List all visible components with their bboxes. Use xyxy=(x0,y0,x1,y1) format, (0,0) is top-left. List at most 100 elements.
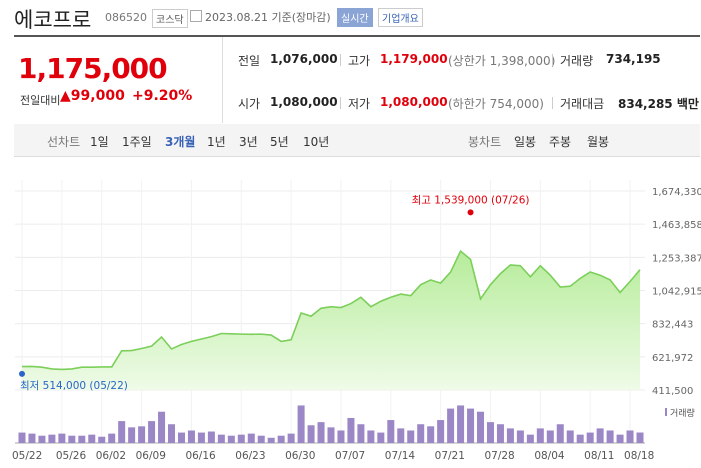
volume-bar xyxy=(576,434,584,443)
volume-bar xyxy=(237,434,245,443)
x-tick-label: 06/16 xyxy=(185,450,216,462)
stat-label: 거래량 xyxy=(560,54,594,68)
volume-bar xyxy=(337,430,345,443)
x-tick-label: 05/26 xyxy=(56,450,87,462)
stat-label: 거래대금 xyxy=(560,97,605,111)
tab[interactable]: 1년 xyxy=(207,135,226,149)
area xyxy=(22,251,640,390)
tab[interactable]: 3개월 xyxy=(165,135,196,149)
high-marker xyxy=(467,209,474,216)
stat-divider xyxy=(340,97,341,109)
stat-divider xyxy=(552,54,553,66)
stat-value: 1,179,000 xyxy=(380,52,448,66)
calendar-icon xyxy=(190,10,202,22)
x-tick-label: 08/04 xyxy=(534,450,565,462)
volume-bar xyxy=(526,434,534,443)
volume-bar xyxy=(148,421,156,443)
tab[interactable]: 월봉 xyxy=(587,135,610,149)
volume-bar xyxy=(397,428,405,443)
stat-divider xyxy=(340,54,341,66)
tab[interactable]: 주봉 xyxy=(549,135,572,149)
volume-bar xyxy=(636,432,644,443)
divider xyxy=(222,37,223,123)
x-tick-label: 07/14 xyxy=(385,450,416,462)
tab[interactable]: 1일 xyxy=(90,135,109,149)
volume-bar xyxy=(377,432,385,443)
x-tick-label: 07/28 xyxy=(484,450,514,462)
price: 1,175,000 xyxy=(18,52,168,85)
tab[interactable]: 일봉 xyxy=(514,135,537,149)
volume-bar xyxy=(118,421,126,443)
low-marker xyxy=(19,370,25,377)
tab[interactable]: 3년 xyxy=(239,135,258,149)
volume-bar xyxy=(277,435,285,443)
volume-bar xyxy=(586,432,594,443)
tab[interactable]: 5년 xyxy=(270,135,289,149)
stat-value: 1,080,000 xyxy=(380,95,448,109)
volume-legend: 거래량 xyxy=(670,407,695,419)
tab-bar xyxy=(14,124,700,157)
volume-bar xyxy=(287,433,295,443)
stat-label: 고가 xyxy=(348,54,371,68)
volume-bar xyxy=(437,420,445,443)
volume-bar xyxy=(247,433,255,443)
volume-bar xyxy=(257,435,265,443)
volume-bar xyxy=(546,430,554,443)
volume-bar xyxy=(427,426,435,443)
tab[interactable]: 10년 xyxy=(303,135,330,149)
tab-group-label: 봉차트 xyxy=(468,135,502,149)
volume-bar xyxy=(297,405,305,443)
volume-bar xyxy=(197,432,205,443)
stat-value: 1,076,000 xyxy=(270,52,338,66)
volume-bar xyxy=(187,430,195,443)
volume-bar xyxy=(556,424,564,443)
volume-bar xyxy=(596,428,604,443)
volume-bar xyxy=(267,437,275,443)
stat-extra: (하한가 754,000) xyxy=(448,97,544,111)
tab-group-label: 선차트 xyxy=(47,135,81,149)
volume-bar xyxy=(177,432,185,443)
volume-bar xyxy=(108,433,116,443)
tab[interactable]: 1주일 xyxy=(122,135,152,149)
volume-bar xyxy=(78,435,86,443)
volume-bar xyxy=(138,426,146,443)
volume-bar xyxy=(367,430,375,443)
volume-bar xyxy=(626,430,634,443)
stat-value: 734,195 xyxy=(606,52,661,66)
y-tick-label: 621,972 xyxy=(652,353,693,364)
change-rate: +9.20% xyxy=(132,88,193,104)
x-tick-label: 07/21 xyxy=(435,450,465,462)
volume-bar xyxy=(88,434,96,443)
volume-bar xyxy=(48,434,56,443)
market-badge: 코스닥 xyxy=(152,9,188,28)
low-label: 최저 514,000 (05/22) xyxy=(20,380,128,392)
volume-bar xyxy=(327,427,335,443)
volume-bar xyxy=(217,434,225,443)
volume-bar xyxy=(606,430,614,443)
y-tick-label: 1,042,915 xyxy=(652,287,701,298)
x-tick-label: 05/22 xyxy=(12,450,42,462)
volume-bar xyxy=(347,417,355,443)
volume-bar xyxy=(168,424,176,443)
volume-bar xyxy=(68,435,76,443)
volume-bar xyxy=(506,428,514,443)
volume-bar xyxy=(387,420,395,443)
x-tick-label: 06/23 xyxy=(235,450,265,462)
high-label: 최고 1,539,000 (07/26) xyxy=(412,194,530,206)
y-tick-label: 1,674,330 xyxy=(652,187,701,198)
x-tick-label: 08/11 xyxy=(584,450,614,462)
date: 2023.08.21 기준(장마감) xyxy=(205,11,331,24)
volume-bar xyxy=(616,434,624,443)
volume-bar xyxy=(417,424,425,443)
realtime-button[interactable]: 실시간 xyxy=(337,8,373,27)
volume-legend-swatch xyxy=(665,408,667,416)
volume-bar xyxy=(58,433,66,443)
volume-bar xyxy=(407,430,415,443)
overview-button[interactable]: 기업개요 xyxy=(378,8,423,27)
volume-bar xyxy=(467,408,475,443)
volume-bar xyxy=(447,408,455,443)
volume-bar xyxy=(307,425,315,443)
change-value: 99,000 xyxy=(70,88,125,104)
chart: 411,500 621,972 832,443 1,042,915 1,253,387 1… xyxy=(12,180,701,462)
